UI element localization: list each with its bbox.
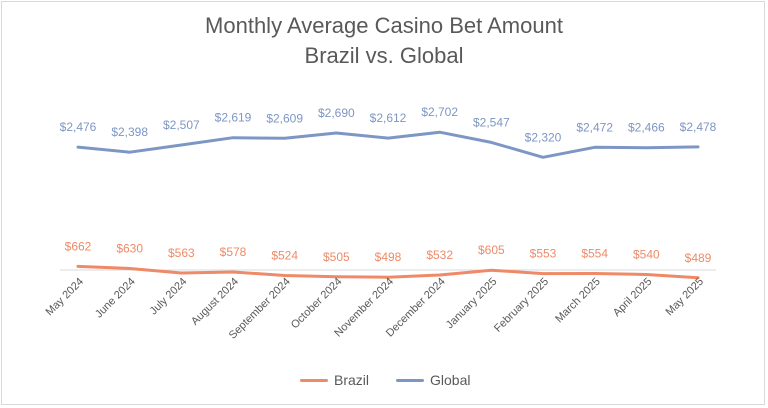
x-tick-label: April 2025 — [611, 276, 655, 320]
data-label-global: $2,320 — [525, 130, 562, 144]
data-label-global: $2,398 — [111, 125, 148, 139]
x-tick-label: July 2024 — [148, 276, 190, 318]
series-line-global — [76, 130, 700, 159]
legend-item-global: Global — [396, 370, 470, 390]
data-label-global: $2,466 — [628, 121, 665, 135]
x-tick-label: May 2024 — [43, 276, 86, 319]
data-label-global: $2,619 — [215, 111, 252, 125]
data-label-global: $2,472 — [576, 120, 613, 134]
x-tick-label: May 2025 — [663, 276, 706, 319]
data-label-global: $2,609 — [266, 111, 303, 125]
data-label-brazil: $505 — [323, 250, 350, 264]
data-label-brazil: $605 — [478, 243, 505, 257]
data-label-brazil: $662 — [65, 239, 92, 253]
data-label-global: $2,478 — [680, 120, 717, 134]
data-label-brazil: $489 — [685, 251, 712, 265]
data-label-global: $2,507 — [163, 118, 200, 132]
legend-label-brazil: Brazil — [334, 372, 370, 388]
x-tick-label: October 2024 — [289, 276, 345, 332]
data-label-global: $2,476 — [60, 120, 97, 134]
data-label-global: $2,690 — [318, 106, 355, 120]
chart-title-line-2: Brazil vs. Global — [304, 43, 464, 68]
data-label-brazil: $540 — [633, 247, 660, 261]
data-label-brazil: $498 — [375, 250, 402, 264]
data-label-global: $2,702 — [421, 105, 458, 119]
data-label-brazil: $554 — [581, 247, 608, 261]
data-label-brazil: $563 — [168, 246, 195, 260]
legend-label-global: Global — [430, 372, 471, 388]
x-tick-label: August 2024 — [189, 276, 241, 328]
data-label-brazil: $630 — [116, 242, 143, 256]
x-tick-label: March 2025 — [553, 276, 603, 326]
data-label-brazil: $532 — [426, 248, 453, 262]
legend: Brazil Global — [0, 370, 768, 390]
series-line-brazil — [76, 264, 700, 280]
chart-title-line-1: Monthly Average Casino Bet Amount — [205, 13, 563, 38]
data-label-brazil: $553 — [530, 247, 557, 261]
data-label-global: $2,612 — [370, 111, 407, 125]
data-label-brazil: $578 — [220, 245, 247, 259]
x-tick-label: February 2025 — [492, 276, 551, 335]
x-tick-label: January 2025 — [444, 276, 500, 332]
data-label-global: $2,547 — [473, 115, 510, 129]
data-label-brazil: $524 — [271, 249, 298, 263]
x-tick-label: June 2024 — [93, 276, 138, 321]
legend-item-brazil: Brazil — [300, 370, 369, 390]
legend-swatch-brazil — [300, 378, 328, 382]
legend-swatch-global — [396, 378, 424, 382]
